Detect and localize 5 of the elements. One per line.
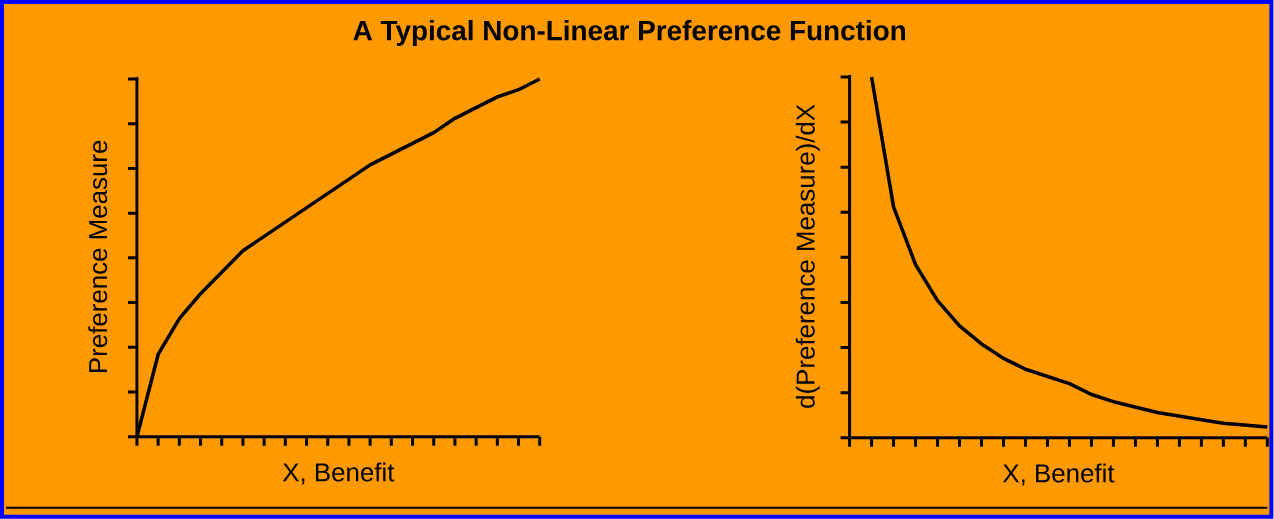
y-axis-title: Preference Measure [88,140,108,373]
text: A Typical Non-Linear Preference Function [353,20,906,47]
x-axis-title: X, Benefit [282,462,395,485]
y-axis-title: d(Preference Measure)/dX [795,104,820,408]
x-axis-title: X, Benefit [1002,463,1115,486]
